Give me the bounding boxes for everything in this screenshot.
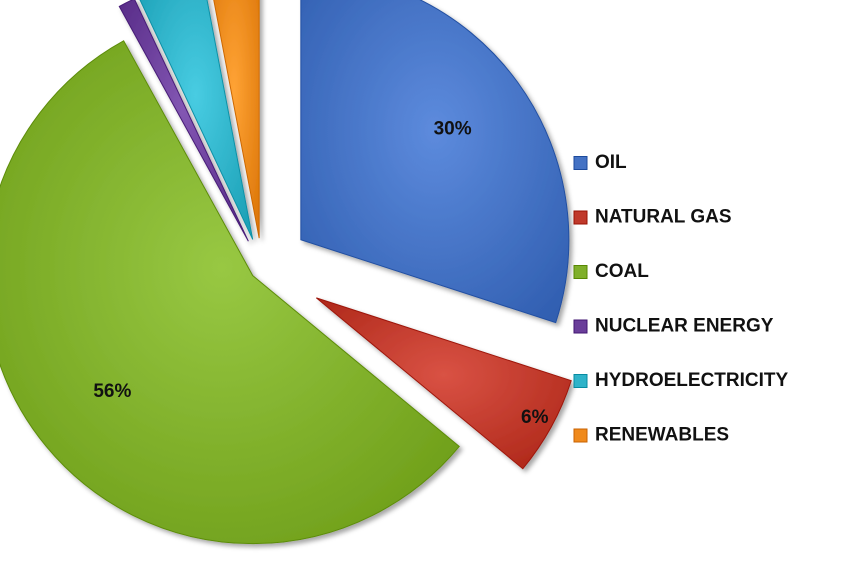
legend-swatch-oil	[573, 156, 588, 170]
legend-swatch-hydroelectricity	[573, 374, 588, 388]
pie-data-labels: 30%6%56%1%4%3%	[93, 119, 549, 428]
pie-slice-natural-gas	[316, 297, 572, 470]
pie-slice-oil	[300, 0, 570, 324]
legend: OIL NATURAL GAS COAL NUCLEAR ENERGY HYDROELE…	[573, 152, 789, 446]
pie-slices	[0, 0, 572, 545]
pie-slice-hydroelectricity	[139, 0, 254, 240]
legend-label-renewables: RENEWABLES	[595, 425, 729, 446]
legend-swatch-natural-gas	[573, 210, 588, 225]
data-label-natural-gas: 6%	[521, 407, 549, 428]
data-label-coal: 56%	[93, 381, 131, 402]
legend-swatch-coal	[573, 265, 588, 279]
pie-slice-nuclear-energy	[118, 0, 249, 242]
pie-slice-renewables	[213, 0, 260, 239]
data-label-oil: 30%	[434, 119, 472, 140]
legend-swatch-nuclear-energy	[573, 319, 588, 334]
legend-label-coal: COAL	[595, 261, 649, 282]
legend-label-natural-gas: NATURAL GAS	[595, 207, 732, 228]
pie-slice-coal	[0, 40, 460, 545]
legend-label-oil: OIL	[595, 152, 627, 173]
legend-swatch-renewables	[573, 428, 588, 443]
legend-label-hydroelectricity: HYDROELECTRICITY	[595, 370, 789, 391]
legend-label-nuclear-energy: NUCLEAR ENERGY	[595, 316, 774, 337]
